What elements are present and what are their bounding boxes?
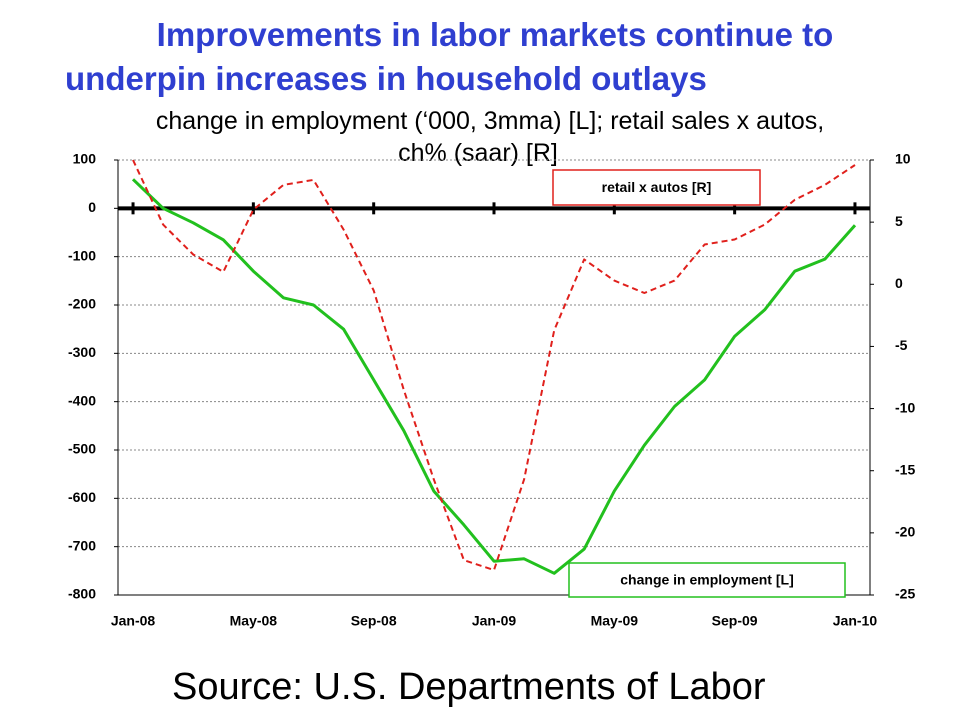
plot-area: 100 0 -100 -200 -300 -400 -500 -600 -700 -800 10 5 0… — [68, 151, 915, 629]
legend-box — [568, 562, 846, 598]
x-tick-label: Jan-10 — [833, 613, 878, 629]
x-tick-label: May-08 — [230, 613, 278, 629]
chart-title: Improvements in labor markets continue t… — [157, 16, 834, 53]
y2-tick-label: -25 — [895, 586, 915, 602]
y2-tick-label: 5 — [895, 213, 903, 229]
source-note: Source: U.S. Departments of Labor — [172, 666, 766, 708]
y2-tick-label: 10 — [895, 151, 911, 167]
x-tick-label: May-09 — [591, 613, 639, 629]
legend-box — [552, 169, 761, 206]
x-tick-label: Jan-08 — [111, 613, 156, 629]
data-line — [132, 159, 856, 572]
y-tick-label: -300 — [68, 344, 96, 360]
y-tick-label: -100 — [68, 247, 96, 263]
chart-subtitle: ch% (saar) [R] — [398, 139, 558, 167]
y2-tick-label: -10 — [895, 399, 915, 415]
y-tick-label: 100 — [73, 151, 97, 167]
y-tick-label: -700 — [68, 537, 96, 553]
x-tick-label: Sep-09 — [712, 613, 758, 629]
y2-tick-label: -15 — [895, 461, 915, 477]
x-tick-label: Sep-08 — [351, 613, 397, 629]
legend-label: change in employment [L] — [620, 572, 793, 588]
y-tick-label: -500 — [68, 441, 96, 457]
y-tick-label: -200 — [68, 296, 96, 312]
y2-tick-label: -20 — [895, 524, 915, 540]
y-tick-label: -800 — [68, 586, 96, 602]
y-tick-label: 0 — [88, 199, 96, 215]
x-tick-label: Jan-09 — [472, 613, 517, 629]
y2-tick-label: -5 — [895, 337, 908, 353]
data-line — [131, 178, 857, 575]
chart-subtitle: change in employment (‘000, 3mma) [L]; r… — [156, 107, 824, 135]
legend-label: retail x autos [R] — [602, 179, 712, 195]
y2-tick-label: 0 — [895, 275, 903, 291]
chart-title: underpin increases in household outlays — [65, 60, 707, 97]
y-tick-label: -400 — [68, 392, 96, 408]
y-tick-label: -600 — [68, 489, 96, 505]
